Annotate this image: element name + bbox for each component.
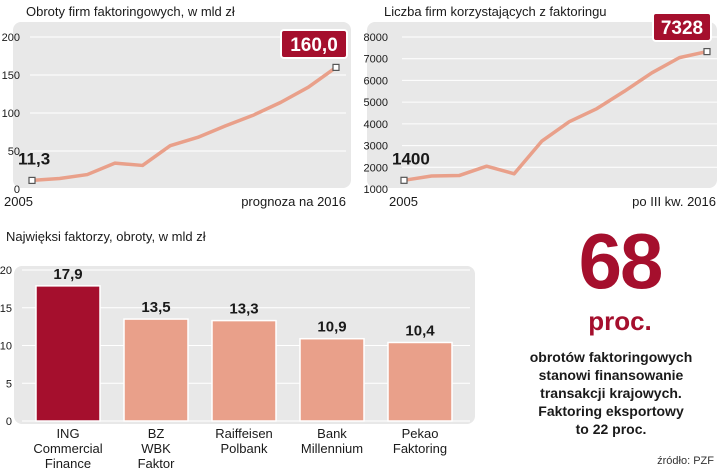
chart1-ytick: 150: [2, 70, 20, 82]
chart2-ytick: 7000: [364, 54, 388, 66]
chart3-bar: [299, 337, 365, 422]
chart3-value-label: 17,9: [53, 266, 82, 283]
callout-text: obrotów faktoringowych stanowi finansowa…: [500, 348, 720, 438]
chart1-ytick: 50: [8, 146, 20, 158]
chart2-end-label: 7328: [661, 18, 703, 39]
chart3-ytick: 10: [0, 341, 12, 353]
callout-line: stanowi finansowanie: [538, 367, 684, 383]
chart3-ytick: 20: [0, 265, 12, 277]
chart3-bar: [211, 319, 277, 422]
chart3-category-label: Finance: [45, 456, 91, 471]
callout-line: to 22 proc.: [575, 421, 647, 437]
chart1-point: [332, 63, 340, 72]
chart1-end-label: 160,0: [290, 35, 338, 56]
chart2-point: [703, 47, 711, 56]
chart2-ytick: 2000: [364, 162, 388, 174]
chart2-title: Liczba firm korzystających z faktoringu: [384, 4, 607, 19]
chart3-category-label: Commercial: [33, 441, 102, 456]
chart1-start-label: 11,3: [18, 149, 50, 168]
chart2-ytick: 8000: [364, 32, 388, 44]
chart1-ytick: 0: [14, 184, 20, 196]
chart2-panel: [367, 22, 717, 188]
chart3-category-label: Faktor: [138, 456, 176, 471]
chart2-series-line: [403, 49, 708, 183]
chart1-title: Obroty firm faktoringowych, w mld zł: [26, 4, 235, 19]
chart2-end-label-box: [652, 12, 712, 42]
chart3-ytick: 15: [0, 303, 12, 315]
callout-line: obrotów faktoringowych: [529, 349, 693, 365]
chart1-series-line: [31, 65, 338, 183]
chart3-category-label: ING: [56, 426, 79, 441]
chart3-category-label: WBK: [141, 441, 171, 456]
chart1-point: [28, 176, 36, 185]
chart2-ytick: 6000: [364, 75, 388, 87]
source-note: źródło: PZF: [657, 455, 714, 467]
chart3-category-label: Bank: [317, 426, 347, 441]
callout-line: Faktoring eksportowy: [538, 403, 684, 419]
chart2-x-right-label: po III kw. 2016: [632, 194, 716, 209]
chart3-category-label: BZ: [148, 426, 165, 441]
chart3-ytick: 0: [6, 416, 12, 428]
chart3-value-label: 13,3: [229, 301, 258, 318]
chart3-value-label: 10,4: [405, 322, 435, 339]
callout-line: transakcji krajowych.: [540, 385, 682, 401]
chart1-x-left-label: 2005: [4, 194, 33, 209]
chart2-point: [400, 176, 408, 184]
chart3-category-label: Polbank: [221, 441, 268, 456]
chart1-x-right-label: prognoza na 2016: [241, 194, 346, 209]
chart1-ytick: 200: [2, 32, 20, 44]
chart1-end-label-box: [280, 29, 348, 59]
chart1-panel: [13, 22, 351, 188]
chart2-ytick: 1000: [364, 184, 388, 196]
callout-number: 68: [578, 217, 664, 305]
chart3-value-label: 13,5: [141, 299, 170, 316]
chart3-ytick: 5: [6, 378, 12, 390]
chart3-category-label: Faktoring: [393, 441, 447, 456]
chart1-ytick: 100: [2, 108, 20, 120]
chart2-ytick: 4000: [364, 119, 388, 131]
chart3-bar: [123, 318, 189, 422]
chart3-value-label: 10,9: [317, 319, 346, 336]
callout-unit: proc.: [588, 306, 652, 336]
chart2-ytick: 5000: [364, 97, 388, 109]
chart2-x-left-label: 2005: [389, 194, 418, 209]
chart3-title: Najwięksi faktorzy, obroty, w mld zł: [6, 229, 206, 244]
chart2-start-label: 1400: [392, 149, 430, 168]
chart3-bar: [387, 341, 453, 422]
chart3-category-label: Pekao: [402, 426, 439, 441]
chart3-category-label: Millennium: [301, 441, 363, 456]
chart3-category-label: Raiffeisen: [215, 426, 273, 441]
chart3-bar: [35, 285, 101, 422]
chart2-ytick: 3000: [364, 141, 388, 153]
